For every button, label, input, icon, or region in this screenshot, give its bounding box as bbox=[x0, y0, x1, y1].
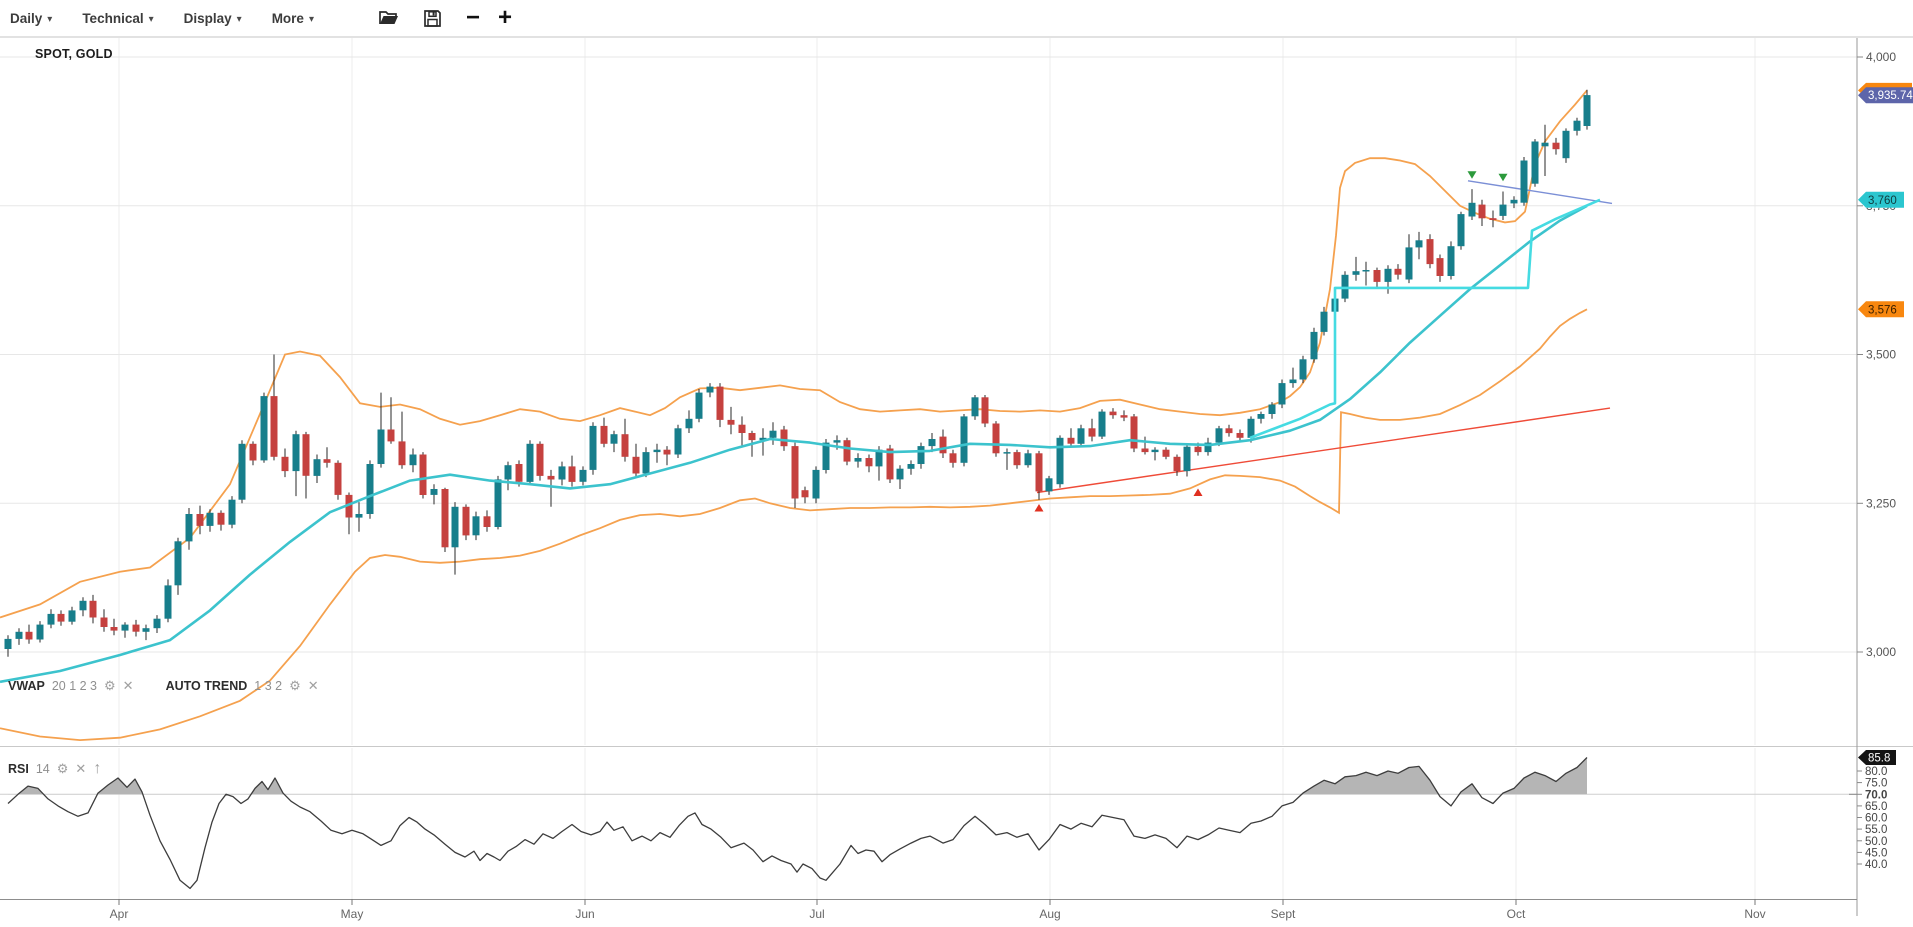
rsi-axis-label: 80.0 bbox=[1865, 766, 1887, 778]
rsi-axis-label: 45.0 bbox=[1865, 847, 1887, 859]
price-pane[interactable] bbox=[0, 89, 1613, 742]
buy-signal-triangle-icon bbox=[1034, 504, 1044, 512]
close-icon[interactable]: ✕ bbox=[307, 678, 319, 693]
month-axis-label: Sept bbox=[1271, 907, 1296, 921]
rsi-axis-label: 40.0 bbox=[1865, 859, 1887, 871]
menu-technical[interactable]: Technical ▾ bbox=[82, 11, 153, 26]
rsi-overbought-fill bbox=[18, 757, 1587, 795]
menu-more[interactable]: More ▾ bbox=[272, 11, 314, 26]
close-icon[interactable]: ✕ bbox=[122, 678, 134, 693]
price-axis-label: 3,250 bbox=[1866, 496, 1896, 510]
month-axis-label: Aug bbox=[1039, 907, 1060, 921]
signal-markers bbox=[1034, 171, 1508, 512]
gear-icon[interactable]: ⚙ bbox=[56, 761, 69, 776]
rsi-axis-label: 50.0 bbox=[1865, 836, 1887, 848]
rsi-axis-label: 70.0 bbox=[1865, 789, 1887, 801]
last-price-badge: 3,935.74 bbox=[1858, 87, 1913, 104]
toolbar: Daily ▾ Technical ▾ Display ▾ More ▾ − + bbox=[0, 0, 1913, 37]
month-axis-label: Nov bbox=[1744, 907, 1765, 921]
gridlines bbox=[0, 38, 1857, 899]
month-axis-label: Jul bbox=[809, 907, 824, 921]
menu-technical-label: Technical bbox=[82, 10, 144, 26]
rsi-value-badge: 85.8 bbox=[1858, 750, 1896, 766]
zoom-in-button[interactable]: + bbox=[498, 4, 513, 31]
menu-display-label: Display bbox=[183, 10, 232, 26]
folder-open-icon bbox=[379, 11, 398, 24]
month-axis-label: May bbox=[341, 907, 364, 921]
price-axis-label: 3,500 bbox=[1866, 348, 1896, 362]
symbol-label: SPOT, GOLD bbox=[35, 47, 113, 61]
indicator-row-rsi-pane: RSI 14 ⚙ ✕ ↑ bbox=[8, 760, 101, 778]
auto-trend-support-trendline[interactable] bbox=[1036, 407, 1611, 494]
rsi-indicator-label: RSI bbox=[8, 762, 29, 776]
svg-text:3,576: 3,576 bbox=[1868, 304, 1897, 316]
move-pane-up-icon[interactable]: ↑ bbox=[93, 760, 102, 777]
candles bbox=[4, 89, 1591, 657]
svg-text:85.8: 85.8 bbox=[1868, 753, 1890, 765]
lower-band-badge: 3,576 bbox=[1858, 301, 1904, 318]
rsi-axis-label: 60.0 bbox=[1865, 813, 1887, 825]
zoom-out-button[interactable]: − bbox=[465, 4, 480, 31]
month-axis-label: Jun bbox=[575, 907, 594, 921]
indicator-row-price-pane: VWAP 20 1 2 3 ⚙ ✕ AUTO TREND 1 3 2 ⚙ ✕ bbox=[8, 678, 319, 694]
rsi-axis-label: 55.0 bbox=[1865, 824, 1887, 836]
sell-signal-triangle-icon bbox=[1467, 171, 1477, 179]
rsi-axis-label: 65.0 bbox=[1865, 801, 1887, 813]
save-chart-button[interactable] bbox=[423, 9, 442, 28]
menu-display[interactable]: Display ▾ bbox=[184, 11, 242, 26]
auto-trend-indicator-params: 1 3 2 bbox=[254, 679, 283, 693]
menu-more-label: More bbox=[271, 10, 304, 26]
chevron-down-icon: ▾ bbox=[236, 13, 242, 25]
menu-daily[interactable]: Daily ▾ bbox=[10, 11, 52, 26]
svg-text:3,760: 3,760 bbox=[1868, 195, 1897, 207]
buy-signal-triangle-icon bbox=[1193, 488, 1203, 497]
sell-signal-triangle-icon bbox=[1498, 173, 1508, 182]
chevron-down-icon: ▾ bbox=[47, 13, 53, 25]
vwap-indicator-label: VWAP bbox=[8, 679, 45, 693]
rsi-axis-label: 75.0 bbox=[1865, 778, 1887, 790]
svg-text:3,935.74: 3,935.74 bbox=[1868, 90, 1913, 102]
vwap-upper-band-line bbox=[0, 89, 1588, 619]
auto-trend-indicator-label: AUTO TREND bbox=[165, 679, 248, 693]
gear-icon[interactable]: ⚙ bbox=[289, 678, 301, 693]
trail-stop-badge: 3,760 bbox=[1858, 191, 1904, 208]
minus-icon: − bbox=[465, 4, 480, 31]
vwap-line bbox=[0, 204, 1588, 684]
price-axis-label: 3,000 bbox=[1866, 645, 1896, 659]
auto-trend-stop-line bbox=[1249, 198, 1601, 440]
vwap-indicator-params: 20 1 2 3 bbox=[51, 679, 97, 693]
axes: 4,0003,7503,5003,2503,00080.075.070.065.… bbox=[0, 37, 1913, 921]
gear-icon[interactable]: ⚙ bbox=[104, 678, 116, 693]
vwap-lower-band-line bbox=[0, 308, 1588, 742]
menu-daily-label: Daily bbox=[10, 10, 43, 26]
plus-icon: + bbox=[498, 4, 513, 31]
month-axis-label: Oct bbox=[1507, 907, 1526, 921]
month-axis-label: Apr bbox=[110, 907, 129, 921]
open-chart-button[interactable] bbox=[378, 9, 399, 27]
save-icon bbox=[424, 9, 441, 27]
auto-trend-resistance-trendline[interactable] bbox=[1467, 180, 1613, 205]
rsi-line bbox=[7, 757, 1588, 890]
chevron-down-icon: ▾ bbox=[308, 13, 314, 25]
rsi-indicator-params: 14 bbox=[35, 762, 50, 776]
price-axis-label: 4,000 bbox=[1866, 50, 1896, 64]
close-icon[interactable]: ✕ bbox=[75, 761, 87, 776]
chevron-down-icon: ▾ bbox=[148, 13, 154, 25]
